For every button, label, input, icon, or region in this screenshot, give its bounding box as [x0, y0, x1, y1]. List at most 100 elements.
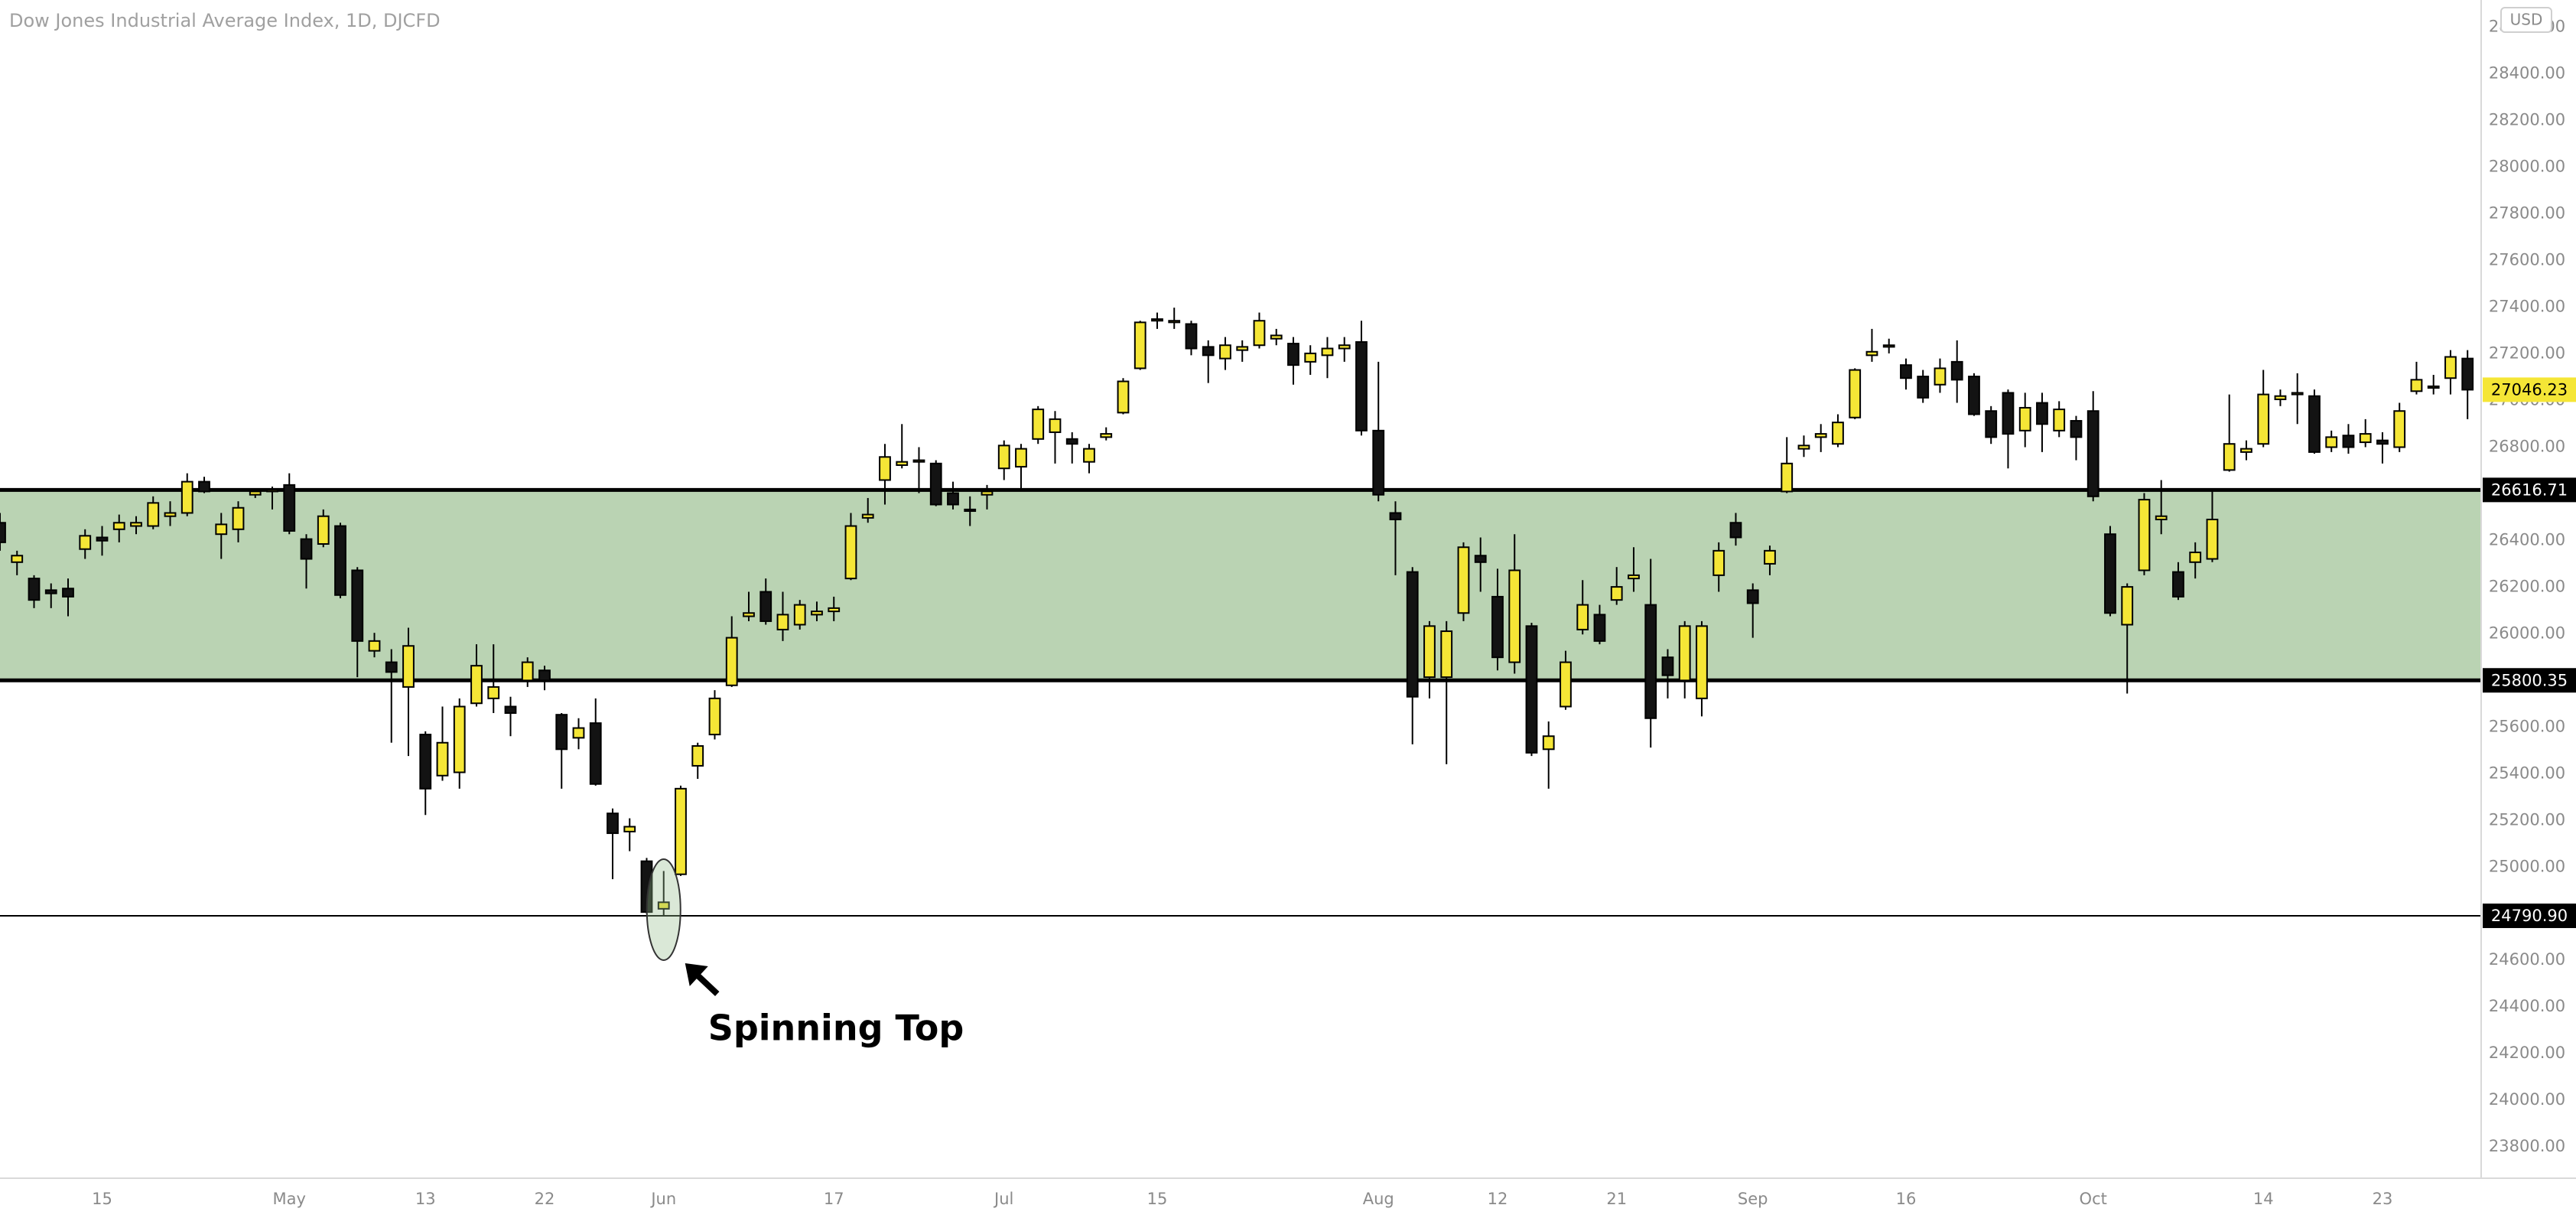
candle-body — [283, 484, 296, 532]
plot-area: Spinning Top — [0, 308, 2481, 1049]
candle-body — [2121, 586, 2134, 626]
candle-body — [2291, 392, 2304, 396]
candle-body — [1032, 409, 1045, 440]
candle-body — [164, 512, 177, 517]
candle-body — [232, 506, 245, 530]
candle-body — [215, 523, 228, 536]
candle-body — [2257, 393, 2270, 445]
y-tick-label: 25000.00 — [2489, 857, 2565, 875]
candle-body — [2018, 406, 2031, 432]
y-tick-label: 26200.00 — [2489, 577, 2565, 595]
candle-body — [997, 445, 1010, 470]
x-tick-label: 21 — [1606, 1190, 1627, 1208]
annotation-text: Spinning Top — [708, 1008, 964, 1049]
candle-body — [776, 614, 789, 630]
candle-body — [1168, 320, 1181, 324]
candle-body — [2274, 395, 2287, 400]
candle-body — [1525, 625, 1538, 754]
candle-body — [1202, 346, 1215, 357]
candle-body — [2393, 410, 2406, 448]
candle-body — [1423, 625, 1436, 679]
y-tick-label: 24400.00 — [2489, 997, 2565, 1015]
candle-body — [1950, 360, 1963, 381]
chart-title: Dow Jones Industrial Average Index, 1D, … — [9, 10, 441, 31]
y-tick-label: 25600.00 — [2489, 717, 2565, 735]
candle-body — [1491, 595, 1504, 659]
candle-body — [1083, 448, 1095, 463]
candle-body — [623, 826, 636, 832]
candle-body — [1764, 549, 1776, 565]
x-tick-label: 14 — [2253, 1190, 2274, 1208]
candle-body — [1900, 364, 1912, 379]
candle-body — [759, 591, 772, 622]
candle-body — [879, 456, 891, 481]
level-price-label: 26616.71 — [2491, 480, 2568, 499]
candle-body — [2155, 515, 2168, 520]
y-tick-label: 27600.00 — [2489, 251, 2565, 269]
candle-body — [811, 611, 823, 616]
candle-body — [1474, 555, 1487, 563]
candle-body — [147, 502, 160, 527]
candle-body — [2240, 448, 2252, 453]
x-tick-label: Jul — [993, 1190, 1013, 1208]
candle-body — [1746, 589, 1759, 604]
candle-body — [1628, 574, 1640, 580]
y-tick-label: 26400.00 — [2489, 530, 2565, 549]
candle-body — [896, 461, 909, 466]
y-tick-label: 24200.00 — [2489, 1044, 2565, 1062]
candle-body — [79, 535, 92, 550]
x-tick-label: 17 — [824, 1190, 844, 1208]
candle-body — [981, 490, 994, 496]
candle-body — [2427, 385, 2440, 389]
candle-body — [1508, 569, 1521, 663]
candle-body — [436, 741, 449, 777]
currency-badge[interactable] — [2500, 7, 2552, 33]
candle-body — [1696, 625, 1708, 699]
candle-body — [1406, 571, 1419, 698]
y-tick-label: 28400.00 — [2489, 64, 2565, 83]
y-tick-label: 25200.00 — [2489, 810, 2565, 829]
candle-body — [2325, 436, 2338, 448]
candle-body — [1832, 422, 1844, 445]
candle-body — [402, 645, 415, 688]
candle-body — [44, 589, 57, 594]
candle-body — [1934, 367, 1947, 386]
candle-body — [453, 705, 466, 773]
candle-body — [181, 480, 194, 514]
candle-body — [1797, 445, 1810, 450]
candle-body — [198, 480, 210, 493]
candle-body — [589, 722, 602, 785]
candle-body — [1457, 546, 1470, 614]
x-tick-label: Oct — [2080, 1190, 2107, 1208]
candle-body — [1355, 340, 1368, 432]
candle-body — [317, 515, 330, 545]
candle-body — [708, 697, 721, 736]
candle-body — [1593, 614, 1606, 642]
candle-body — [1814, 433, 1827, 438]
currency-label[interactable]: USD — [2510, 11, 2543, 29]
candle-body — [351, 569, 364, 642]
x-tick-label: May — [273, 1190, 306, 1208]
y-tick-label: 25400.00 — [2489, 764, 2565, 782]
y-tick-label: 26800.00 — [2489, 437, 2565, 455]
candle-body — [1968, 376, 1980, 415]
candle-body — [112, 522, 125, 530]
candle-body — [130, 522, 142, 527]
candle-body — [1644, 604, 1657, 719]
candle-body — [419, 734, 432, 790]
candle-body — [1389, 512, 1402, 520]
y-tick-label: 24600.00 — [2489, 950, 2565, 969]
candle-body — [2138, 499, 2151, 572]
y-tick-label: 27400.00 — [2489, 298, 2565, 316]
candle-body — [2444, 356, 2457, 379]
level-price-box — [2483, 668, 2576, 693]
candle-body — [1865, 350, 1878, 357]
candle-body — [2461, 357, 2474, 391]
y-tick-label: 24000.00 — [2489, 1090, 2565, 1109]
candle-body — [1678, 625, 1691, 682]
candle-body — [1049, 418, 1062, 433]
candle-body — [2410, 379, 2423, 392]
candle-body — [1100, 433, 1113, 438]
candle-body — [1542, 735, 1555, 751]
